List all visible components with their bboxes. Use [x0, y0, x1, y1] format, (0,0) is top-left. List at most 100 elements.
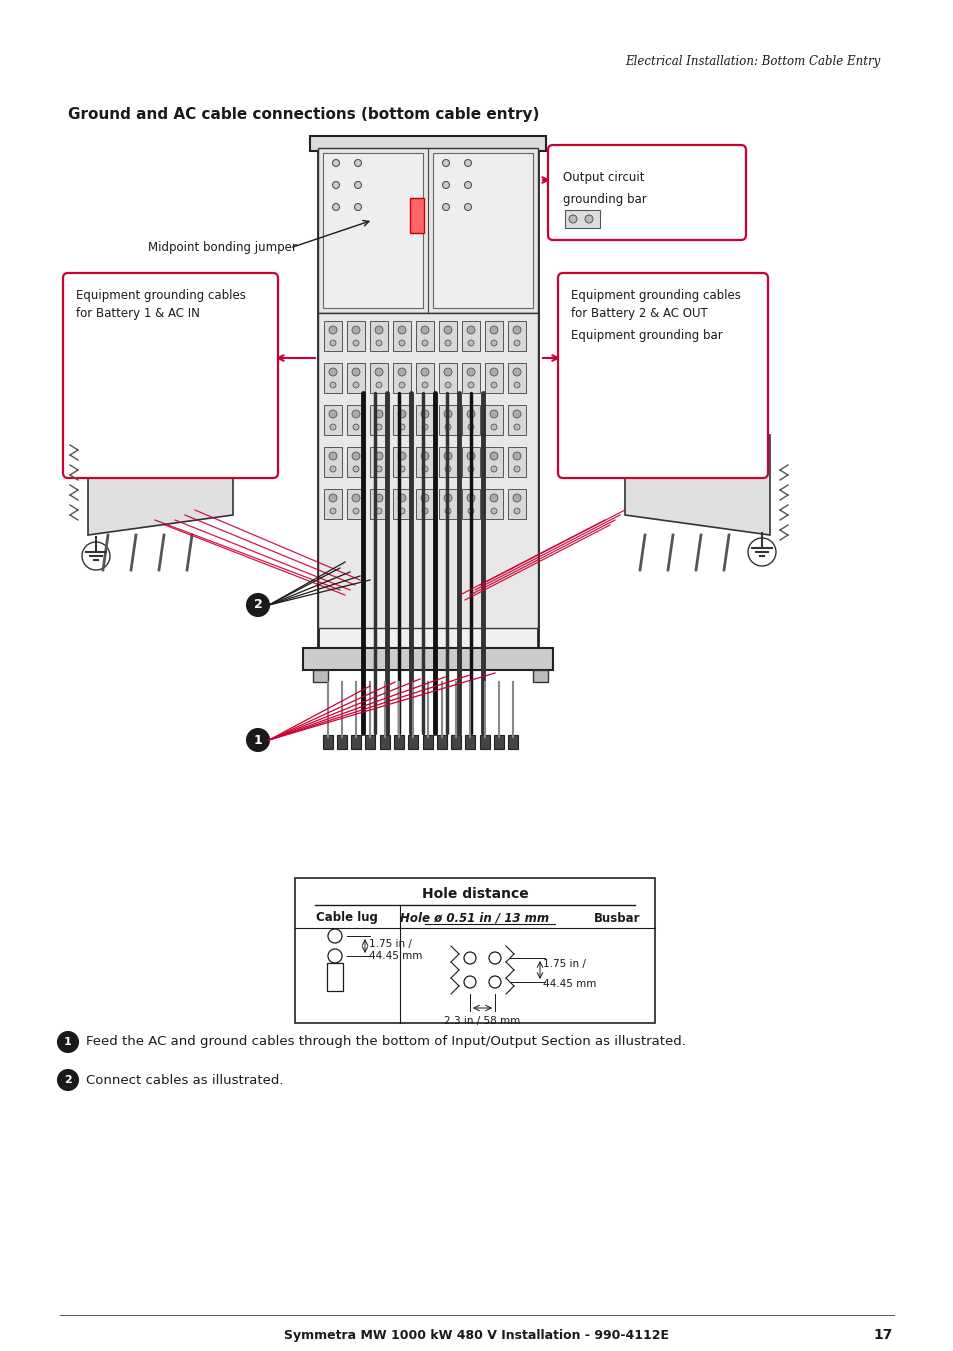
Circle shape	[720, 457, 738, 474]
Bar	[317, 149, 537, 313]
Bar	[416, 489, 434, 519]
Circle shape	[514, 508, 519, 513]
Circle shape	[444, 340, 451, 346]
Bar	[484, 447, 502, 477]
Circle shape	[353, 424, 358, 430]
Circle shape	[421, 424, 428, 430]
Circle shape	[491, 424, 497, 430]
Text: Hole ø 0.51 in / 13 mm: Hole ø 0.51 in / 13 mm	[400, 912, 549, 924]
Bar	[323, 735, 333, 748]
Bar	[507, 447, 525, 477]
Bar	[464, 735, 475, 748]
Bar	[461, 489, 479, 519]
Circle shape	[154, 459, 172, 478]
Bar	[484, 405, 502, 435]
Circle shape	[329, 409, 336, 417]
Circle shape	[467, 326, 475, 334]
Circle shape	[491, 466, 497, 471]
Circle shape	[442, 181, 449, 189]
Circle shape	[353, 466, 358, 471]
Circle shape	[247, 594, 269, 616]
Circle shape	[513, 494, 520, 503]
Polygon shape	[624, 415, 769, 535]
Circle shape	[160, 434, 168, 440]
Polygon shape	[88, 415, 233, 535]
Circle shape	[491, 382, 497, 388]
Bar	[324, 447, 341, 477]
Bar	[393, 405, 411, 435]
Bar	[436, 735, 447, 748]
Text: 17: 17	[873, 1328, 892, 1342]
Bar	[494, 735, 503, 748]
Circle shape	[352, 453, 359, 459]
Bar	[347, 489, 365, 519]
Circle shape	[467, 367, 475, 376]
Circle shape	[329, 367, 336, 376]
Bar	[317, 149, 537, 648]
Text: Midpoint bonding jumper: Midpoint bonding jumper	[148, 242, 296, 254]
Circle shape	[353, 508, 358, 513]
Text: Feed the AC and ground cables through the bottom of Input/Output Section as illu: Feed the AC and ground cables through th…	[86, 1035, 685, 1048]
Bar	[438, 363, 456, 393]
Circle shape	[397, 367, 406, 376]
Circle shape	[513, 367, 520, 376]
Circle shape	[99, 428, 117, 446]
Circle shape	[355, 204, 361, 211]
Text: Connect cables as illustrated.: Connect cables as illustrated.	[86, 1074, 283, 1086]
Bar	[370, 363, 388, 393]
Circle shape	[104, 434, 112, 440]
Bar	[564, 209, 599, 228]
Circle shape	[420, 453, 429, 459]
Circle shape	[333, 204, 339, 211]
Circle shape	[398, 466, 405, 471]
Circle shape	[463, 952, 476, 965]
FancyBboxPatch shape	[558, 273, 767, 478]
Bar	[370, 322, 388, 351]
Circle shape	[58, 1070, 78, 1090]
Circle shape	[489, 952, 500, 965]
Text: Busbar: Busbar	[593, 912, 639, 924]
Circle shape	[490, 494, 497, 503]
Text: 44.45 mm: 44.45 mm	[542, 979, 596, 989]
FancyBboxPatch shape	[63, 273, 277, 478]
Circle shape	[443, 367, 452, 376]
Circle shape	[467, 453, 475, 459]
Bar	[461, 405, 479, 435]
Circle shape	[640, 430, 648, 436]
Circle shape	[464, 159, 471, 166]
Text: 1.75 in /: 1.75 in /	[542, 959, 585, 969]
Circle shape	[636, 424, 654, 442]
Circle shape	[352, 409, 359, 417]
Bar	[394, 735, 403, 748]
Bar	[393, 322, 411, 351]
Bar	[416, 447, 434, 477]
Circle shape	[491, 340, 497, 346]
Circle shape	[375, 424, 381, 430]
Text: 2.3 in / 58 mm: 2.3 in / 58 mm	[444, 1016, 520, 1025]
Circle shape	[443, 453, 452, 459]
Circle shape	[491, 508, 497, 513]
Text: 2: 2	[64, 1075, 71, 1085]
Bar	[416, 322, 434, 351]
Bar	[351, 735, 360, 748]
Circle shape	[183, 428, 201, 446]
Bar	[317, 313, 537, 628]
Bar	[507, 735, 517, 748]
Circle shape	[444, 382, 451, 388]
Circle shape	[330, 424, 335, 430]
Bar	[433, 153, 533, 308]
Circle shape	[467, 494, 475, 503]
Circle shape	[421, 466, 428, 471]
Bar	[451, 735, 460, 748]
Text: Electrical Installation: Bottom Cable Entry: Electrical Installation: Bottom Cable En…	[624, 55, 879, 69]
Circle shape	[420, 494, 429, 503]
Circle shape	[443, 494, 452, 503]
Bar	[323, 153, 422, 308]
Bar	[324, 322, 341, 351]
Bar	[507, 363, 525, 393]
Bar	[336, 735, 347, 748]
Circle shape	[353, 340, 358, 346]
Circle shape	[99, 459, 117, 478]
Text: 1.75 in /: 1.75 in /	[369, 939, 412, 948]
Circle shape	[468, 508, 474, 513]
